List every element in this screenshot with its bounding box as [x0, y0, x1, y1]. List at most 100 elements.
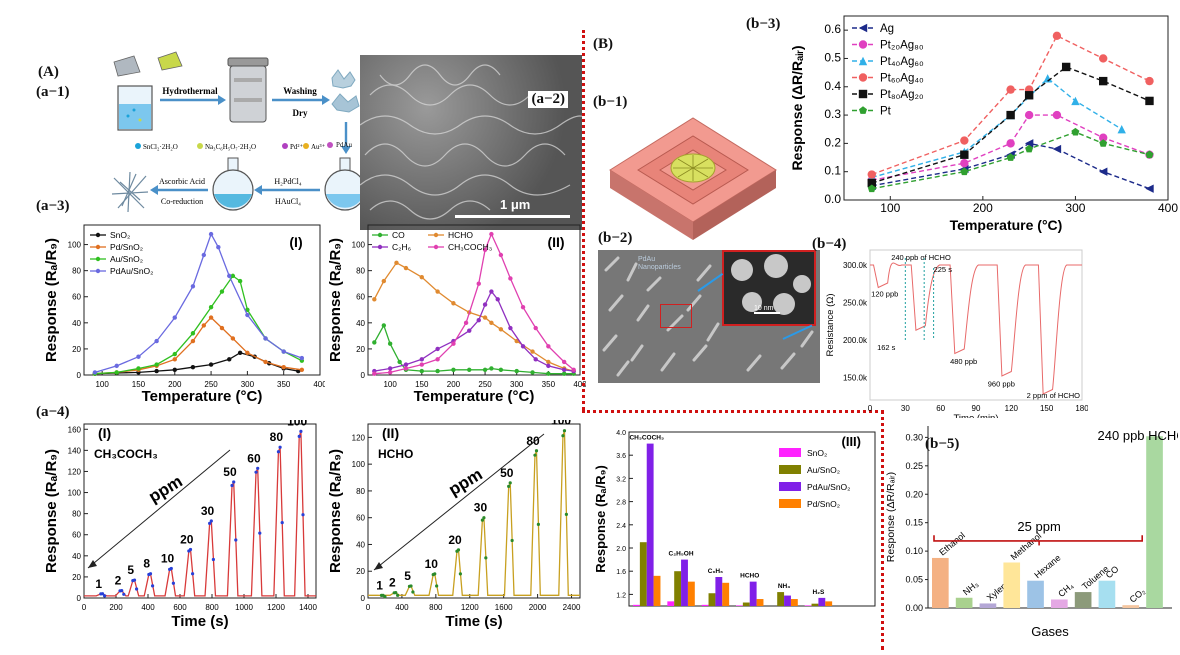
- bar-label: Ethanol: [937, 530, 967, 557]
- x-tick-label: 350: [542, 380, 556, 389]
- x-tick-label: 200: [447, 380, 461, 389]
- data-point: [520, 304, 526, 310]
- legend-marker: [858, 23, 868, 33]
- bar: [681, 559, 688, 606]
- chart-a4-I: 0 200 400 600 800 1000 1200 1400020406080100120…: [43, 420, 317, 630]
- data-point: [467, 367, 472, 372]
- y-tick-label: 40: [356, 540, 365, 549]
- legend-swatch: [779, 482, 801, 491]
- x-tick-label: 250: [204, 380, 218, 389]
- gas-label: CH₃COCH₃: [94, 447, 158, 461]
- legend-sncl2: SnCl₂·2H₂O: [143, 143, 178, 151]
- panel-label-B: (B): [593, 36, 613, 52]
- bar: [784, 595, 791, 606]
- category-label: HCHO: [740, 573, 759, 580]
- annotation-225s: 225 s: [934, 265, 953, 274]
- ppm-arrow: [87, 449, 231, 569]
- y-tick-label: 100: [352, 241, 366, 250]
- device-render-b1: [609, 117, 777, 240]
- data-point: [208, 362, 214, 367]
- data-point: [1024, 91, 1034, 100]
- data-point: [546, 363, 551, 369]
- pulse-ppm-label: 10: [425, 557, 439, 571]
- data-point: [435, 357, 440, 362]
- chart-b5: 0.00 0.05 0.10 0.15 0.20 0.25 0.30 Gases Respons…: [885, 426, 1178, 639]
- ppm-arrow-label: ppm: [145, 472, 186, 507]
- pulse-ppm-label: 80: [526, 434, 540, 448]
- data-point: [476, 281, 481, 286]
- data-point: [394, 260, 399, 266]
- x-tick-label: 300: [1065, 201, 1085, 215]
- data-point: [278, 445, 282, 449]
- data-point: [508, 481, 512, 485]
- x-tick-label: 1200: [461, 603, 479, 612]
- y-tick-label: 0.30: [905, 432, 923, 442]
- data-point: [1025, 144, 1034, 153]
- data-point: [254, 470, 258, 474]
- legend-dot-citrate: [197, 143, 203, 149]
- data-point: [234, 538, 238, 542]
- data-point: [245, 350, 250, 356]
- panel-label-a2: (a−2): [528, 91, 568, 108]
- data-point: [211, 557, 215, 562]
- legend-label: Pd/SnO₂: [110, 242, 143, 252]
- x-tick-label: 150: [415, 380, 429, 389]
- step-coreduction-label: Co-reduction: [161, 197, 203, 206]
- bar-label: CO₂: [1128, 586, 1148, 605]
- data-point: [299, 355, 305, 361]
- data-point: [867, 184, 876, 193]
- y-tick-label: 300.0k: [843, 261, 868, 270]
- bar: [708, 593, 716, 606]
- pulse-ppm-label: 50: [500, 466, 514, 480]
- data-point: [172, 367, 177, 372]
- data-point: [1052, 31, 1062, 41]
- data-point: [1006, 139, 1015, 148]
- annotation-120ppb: 120 ppb: [871, 290, 898, 299]
- data-point: [1024, 110, 1034, 120]
- data-point: [190, 331, 196, 336]
- legend-label: CH₃COCH₃: [448, 242, 492, 252]
- legend-citrate: Na₃C₆H₅O₇·2H₂O: [205, 143, 256, 151]
- nanorod-texture: [602, 256, 814, 377]
- data-point: [227, 273, 232, 279]
- x-tick-label: 200: [109, 603, 123, 612]
- legend-marker: [377, 244, 383, 250]
- sem-image-b2: PdAu Nanoparticles 10 nm: [598, 250, 820, 383]
- data-point: [209, 519, 213, 523]
- roman-label: (III): [842, 434, 862, 449]
- data-point: [237, 350, 243, 356]
- spatula-left-icon: [113, 55, 141, 77]
- y-tick-label: 0.05: [905, 575, 923, 585]
- y-tick-label: 3.2: [616, 476, 626, 483]
- ppm-arrowhead: [88, 560, 97, 568]
- y-axis-label: Response (Rₐ/R₉): [593, 465, 608, 573]
- legend-dot-pdau: [327, 142, 333, 148]
- data-point: [301, 513, 305, 517]
- x-tick-label: 400: [141, 603, 155, 612]
- data-point: [1099, 54, 1108, 63]
- data-point: [480, 518, 484, 522]
- data-point: [383, 595, 387, 599]
- legend-marker: [95, 244, 101, 250]
- data-point: [451, 341, 456, 346]
- data-point: [1099, 133, 1108, 142]
- series-line: [94, 232, 303, 374]
- data-point: [136, 366, 141, 371]
- category-label: CH₃COCH₃: [629, 435, 664, 442]
- legend-marker: [858, 40, 868, 49]
- legend-dot-pd: [282, 143, 288, 149]
- bracket: [933, 535, 1143, 542]
- data-point: [172, 351, 177, 357]
- legend-label: Pt₆₀Ag₄₀: [880, 73, 924, 85]
- data-point: [1099, 139, 1108, 147]
- y-tick-label: 0.4: [824, 79, 841, 93]
- data-point: [571, 367, 576, 372]
- data-point: [536, 522, 541, 526]
- bar: [1051, 599, 1068, 608]
- data-point: [208, 315, 214, 320]
- bar: [742, 602, 750, 606]
- x-tick-label: 1400: [299, 603, 317, 612]
- data-point: [372, 340, 377, 345]
- plot-frame: [83, 224, 321, 376]
- panel-label-b3: (b−3): [746, 16, 781, 32]
